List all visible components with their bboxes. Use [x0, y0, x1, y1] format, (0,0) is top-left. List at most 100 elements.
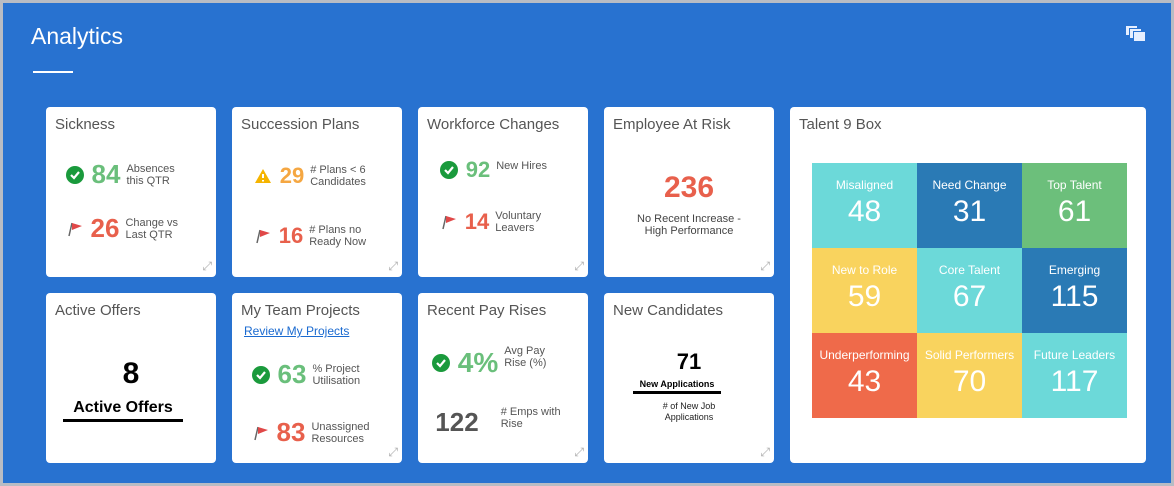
expand-icon[interactable]: ⤢: [574, 445, 584, 459]
stack-cards-icon[interactable]: [1125, 25, 1147, 43]
tile-title: Employee At Risk: [613, 116, 731, 133]
metric-label: Leavers: [495, 222, 535, 234]
red-flag-icon: [67, 221, 83, 237]
tile-title: New Candidates: [613, 302, 724, 319]
metric-label: Resources: [311, 432, 365, 445]
check-circle-icon: [439, 161, 458, 179]
page-title: Analytics: [31, 23, 124, 49]
talent-cell[interactable]: Underperforming 43: [812, 333, 917, 418]
tile-title: Sickness: [55, 116, 116, 133]
talent-cell[interactable]: Core Talent 67: [917, 248, 1022, 333]
metric-label: this QTR: [126, 174, 170, 187]
expand-icon[interactable]: ⤢: [760, 259, 770, 273]
candidates-value: 71: [676, 349, 702, 374]
cell-value: 115: [1050, 280, 1099, 313]
tile-workforce-changes[interactable]: Workforce Changes 92 New Hires 14 Voluntar…: [418, 107, 588, 277]
metric-label: Voluntary: [495, 210, 542, 222]
title-underline: [33, 71, 73, 73]
candidates-sub: # of New Job: [662, 401, 716, 411]
tile-title: Recent Pay Rises: [427, 302, 547, 319]
cell-label: Emerging: [1048, 263, 1101, 277]
cell-value: 61: [1057, 195, 1092, 228]
cell-label: Misaligned: [835, 178, 894, 192]
metric-value: 83: [276, 417, 306, 447]
red-flag-icon: [255, 228, 271, 244]
metric-label: Rise: [500, 417, 523, 430]
tile-sickness[interactable]: Sickness 84 Absences this QTR 26 Change vs L…: [46, 107, 216, 277]
cell-label: Future Leaders: [1033, 348, 1116, 362]
cell-label: Need Change: [932, 178, 1007, 192]
risk-label: No Recent Increase -: [637, 213, 741, 225]
cell-value: 48: [847, 195, 882, 228]
cell-value: 117: [1050, 365, 1099, 398]
risk-value: 236: [663, 171, 715, 204]
tile-new-candidates[interactable]: New Candidates 71 New Applications # of …: [604, 293, 774, 463]
offers-value: 8: [122, 357, 140, 390]
metric-value: 84: [91, 159, 121, 189]
tile-recent-pay-rises[interactable]: Recent Pay Rises 4% Avg Pay Rise (%) 122 # …: [418, 293, 588, 463]
metric-value: 16: [278, 223, 304, 248]
metric-label: Utilisation: [312, 374, 361, 387]
talent-cell[interactable]: Misaligned 48: [812, 163, 917, 248]
cell-label: Core Talent: [938, 263, 1001, 277]
cell-value: 31: [952, 195, 987, 228]
talent-cell[interactable]: Future Leaders 117: [1022, 333, 1127, 418]
expand-icon[interactable]: ⤢: [388, 259, 398, 273]
candidates-label: New Applications: [633, 379, 721, 394]
tile-title: My Team Projects: [241, 302, 360, 319]
metric-label: # Emps with: [500, 405, 561, 418]
talent-grid: Misaligned 48 Need Change 31 Top Talent 61 New…: [812, 163, 1127, 418]
cell-label: Solid Performers: [924, 348, 1015, 362]
talent-cell[interactable]: Top Talent 61: [1022, 163, 1127, 248]
review-projects-link[interactable]: Review My Projects: [244, 324, 350, 338]
expand-icon[interactable]: ⤢: [388, 445, 398, 459]
tile-my-team-projects[interactable]: My Team Projects Review My Projects 63 % …: [232, 293, 402, 463]
talent-cell[interactable]: New to Role 59: [812, 248, 917, 333]
metric-label: Ready Now: [309, 236, 367, 248]
metric-value: 92: [465, 157, 491, 182]
tile-active-offers[interactable]: Active Offers 8 Active Offers: [46, 293, 216, 463]
expand-icon[interactable]: ⤢: [574, 259, 584, 273]
talent-cell[interactable]: Emerging 115: [1022, 248, 1127, 333]
red-flag-icon: [441, 214, 457, 230]
metric-value: 26: [90, 213, 120, 243]
risk-label: High Performance: [644, 225, 734, 237]
tile-employee-at-risk[interactable]: Employee At Risk 236 No Recent Increase …: [604, 107, 774, 277]
metric-label: Change vs: [125, 216, 179, 229]
check-circle-icon: [431, 354, 450, 372]
cell-label: Top Talent: [1047, 178, 1102, 192]
talent-cell[interactable]: Need Change 31: [917, 163, 1022, 248]
metric-label: New Hires: [496, 160, 547, 172]
warning-icon: [254, 168, 272, 184]
talent-cell[interactable]: Solid Performers 70: [917, 333, 1022, 418]
metric-value: 14: [464, 209, 490, 234]
metric-label: Candidates: [310, 176, 366, 188]
tile-succession-plans[interactable]: Succession Plans 29 # Plans < 6 Candidates…: [232, 107, 402, 277]
metric-value: 29: [279, 163, 305, 188]
metric-value: 122: [435, 407, 479, 437]
metric-value: 63: [277, 359, 307, 389]
expand-icon[interactable]: ⤢: [760, 445, 770, 459]
cell-value: 59: [847, 280, 882, 313]
tile-title: Succession Plans: [241, 116, 360, 133]
red-flag-icon: [253, 425, 269, 441]
metric-label: # Plans < 6: [310, 164, 366, 176]
check-circle-icon: [251, 365, 270, 384]
cell-value: 67: [952, 280, 987, 313]
metric-label: # Plans no: [309, 224, 362, 236]
candidates-sub: Applications: [664, 412, 714, 422]
metric-value: 4%: [457, 347, 499, 378]
metric-label: Avg Pay: [504, 345, 546, 357]
tile-title: Talent 9 Box: [799, 116, 882, 133]
tile-title: Workforce Changes: [427, 116, 560, 133]
cell-label: Underperforming: [819, 348, 910, 362]
metric-label: Unassigned: [311, 420, 370, 433]
tile-title: Active Offers: [55, 302, 141, 319]
cell-label: New to Role: [831, 263, 898, 277]
cell-value: 70: [952, 365, 987, 398]
expand-icon[interactable]: ⤢: [202, 259, 212, 273]
check-circle-icon: [65, 165, 84, 184]
metric-label: Last QTR: [125, 228, 173, 241]
offers-label: Active Offers: [63, 399, 183, 422]
tile-talent-9-box[interactable]: Talent 9 Box Misaligned 48 Need Change 31 To…: [790, 107, 1146, 463]
